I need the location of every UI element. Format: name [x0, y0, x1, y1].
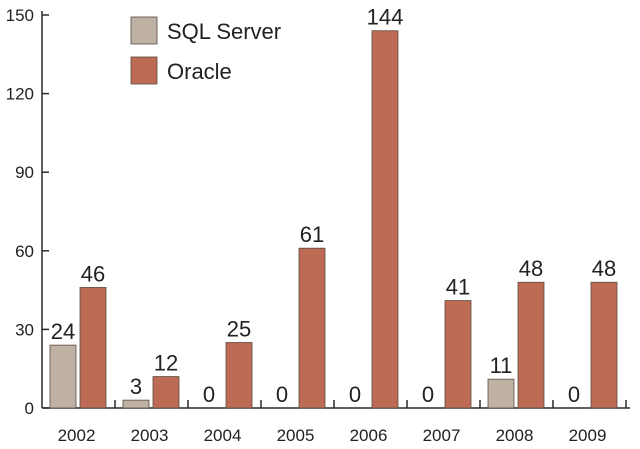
bar-oracle-2004	[225, 342, 253, 409]
y-tick-label: 90	[15, 163, 34, 182]
legend-swatch-sql-server	[130, 16, 158, 45]
legend: SQL Server Oracle	[130, 16, 281, 85]
bar-oracle-2006	[371, 30, 399, 409]
bar-sql-server-2002	[49, 344, 77, 409]
bar-oracle-2002	[79, 287, 107, 409]
data-label-sql-server-2009: 0	[568, 382, 580, 407]
x-axis-ticks: 2002 2003 2004 2005 2006 2007 2008 2009	[58, 400, 627, 445]
bar-oracle-2007	[444, 300, 472, 409]
bar-oracle-2009	[590, 281, 618, 409]
data-label-sql-server-2007: 0	[422, 382, 434, 407]
bar-sql-server-2008	[487, 378, 515, 409]
data-label-sql-server-2006: 0	[349, 382, 361, 407]
legend-label-sql-server: SQL Server	[167, 19, 281, 44]
data-labels: 24 46 3 12 0 25 0 61 0 144 0 41 11 48 0 48	[51, 5, 616, 407]
x-tick-label: 2006	[350, 426, 388, 445]
data-label-oracle-2007: 41	[446, 275, 470, 300]
data-label-oracle-2002: 46	[81, 261, 105, 286]
data-label-oracle-2004: 25	[227, 317, 251, 342]
y-tick-label: 30	[15, 320, 34, 339]
y-axis-ticks: 0 30 60 90 120 150	[6, 6, 49, 418]
data-label-sql-server-2005: 0	[276, 382, 288, 407]
data-label-oracle-2008: 48	[519, 256, 543, 281]
x-tick-label: 2003	[131, 426, 169, 445]
data-label-sql-server-2003: 3	[130, 374, 142, 399]
bar-oracle-2008	[517, 281, 545, 409]
y-tick-label: 60	[15, 242, 34, 261]
bar-oracle-2005	[298, 247, 326, 409]
legend-swatch-oracle	[130, 56, 158, 85]
x-tick-label: 2002	[58, 426, 96, 445]
x-tick-label: 2004	[204, 426, 242, 445]
x-tick-label: 2009	[569, 426, 607, 445]
bar-sql-server-2003	[122, 399, 150, 409]
y-tick-label: 150	[6, 6, 34, 25]
data-label-oracle-2009: 48	[592, 256, 616, 281]
x-tick-label: 2005	[277, 426, 315, 445]
y-tick-label: 120	[6, 85, 34, 104]
bars	[49, 30, 618, 409]
data-label-sql-server-2002: 24	[51, 319, 75, 344]
legend-label-oracle: Oracle	[167, 59, 232, 84]
x-tick-label: 2007	[423, 426, 461, 445]
data-label-oracle-2006: 144	[367, 5, 404, 30]
data-label-oracle-2005: 61	[300, 222, 324, 247]
y-tick-label: 0	[25, 399, 34, 418]
data-label-sql-server-2008: 11	[490, 353, 513, 378]
bar-oracle-2003	[152, 376, 180, 409]
data-label-sql-server-2004: 0	[203, 382, 215, 407]
x-tick-label: 2008	[496, 426, 534, 445]
data-label-oracle-2003: 12	[154, 351, 178, 376]
